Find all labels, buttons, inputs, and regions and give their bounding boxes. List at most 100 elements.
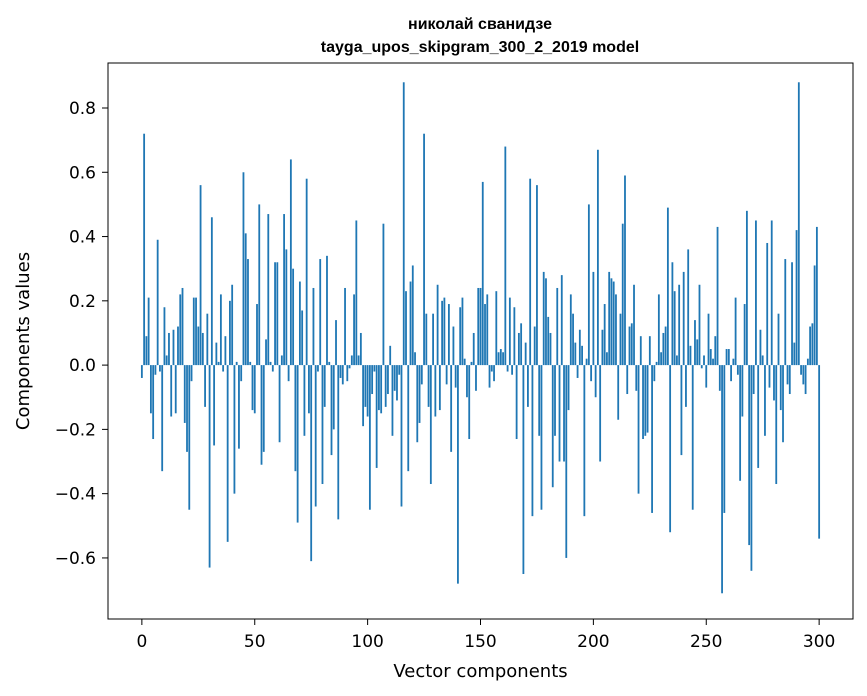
bar bbox=[698, 284, 701, 366]
bar bbox=[628, 326, 631, 366]
bar bbox=[700, 365, 703, 369]
bar bbox=[432, 313, 434, 366]
bar bbox=[818, 365, 821, 539]
bar bbox=[529, 178, 532, 366]
bar bbox=[420, 365, 423, 385]
bar bbox=[777, 313, 780, 366]
bar bbox=[653, 365, 656, 382]
bar bbox=[224, 336, 227, 366]
bar bbox=[657, 294, 660, 366]
bar bbox=[558, 365, 561, 462]
bar bbox=[258, 204, 261, 366]
bar bbox=[359, 332, 362, 366]
bar bbox=[366, 365, 369, 417]
bar bbox=[691, 365, 694, 510]
bar bbox=[405, 291, 407, 366]
bar bbox=[319, 259, 322, 366]
bar bbox=[470, 361, 473, 366]
bar bbox=[326, 255, 328, 366]
bar bbox=[145, 336, 148, 366]
bar bbox=[312, 287, 315, 366]
bar bbox=[536, 185, 538, 366]
bar bbox=[621, 223, 624, 366]
bar bbox=[721, 365, 723, 594]
bar bbox=[488, 365, 491, 388]
bar bbox=[407, 365, 410, 472]
bar bbox=[387, 365, 389, 395]
bar bbox=[170, 365, 173, 417]
x-tick-label: 300 bbox=[803, 632, 835, 652]
bar bbox=[368, 365, 371, 510]
bar bbox=[764, 365, 766, 436]
y-tick-label: −0.4 bbox=[55, 485, 96, 505]
bar bbox=[195, 297, 197, 366]
y-tick-label: 0.4 bbox=[69, 228, 96, 248]
bar bbox=[396, 365, 398, 401]
bar bbox=[601, 329, 604, 366]
bar bbox=[416, 365, 419, 443]
bar bbox=[271, 365, 274, 372]
bar bbox=[292, 268, 295, 366]
bar bbox=[791, 262, 793, 366]
bar bbox=[244, 233, 247, 366]
bar bbox=[565, 365, 568, 558]
bar bbox=[502, 352, 504, 366]
bar bbox=[549, 332, 552, 366]
bar bbox=[508, 297, 511, 366]
bar bbox=[527, 365, 529, 407]
bar bbox=[651, 365, 653, 513]
bar bbox=[786, 365, 789, 385]
bar bbox=[531, 365, 534, 517]
bar bbox=[594, 365, 597, 398]
bar bbox=[477, 287, 480, 366]
bar bbox=[612, 281, 615, 366]
bar bbox=[267, 214, 270, 366]
bar bbox=[520, 323, 523, 366]
bar bbox=[226, 365, 229, 542]
bar bbox=[545, 278, 547, 366]
bar bbox=[524, 342, 527, 366]
bar bbox=[398, 365, 401, 375]
bar bbox=[768, 365, 771, 388]
bar bbox=[278, 365, 281, 443]
bar bbox=[378, 365, 380, 411]
bar bbox=[676, 355, 678, 366]
bar bbox=[168, 332, 170, 366]
bar bbox=[660, 352, 663, 366]
bar bbox=[806, 358, 809, 366]
bar bbox=[723, 365, 726, 513]
bar bbox=[547, 316, 550, 366]
bar bbox=[229, 300, 231, 366]
bar bbox=[755, 220, 757, 366]
x-tick-label: 100 bbox=[351, 632, 383, 652]
bar bbox=[328, 361, 331, 366]
bar bbox=[563, 365, 565, 462]
bar bbox=[734, 297, 737, 366]
bar bbox=[140, 365, 143, 378]
bar bbox=[712, 358, 714, 366]
bar bbox=[269, 361, 272, 366]
bar bbox=[373, 365, 376, 372]
bar bbox=[533, 326, 536, 366]
bar bbox=[418, 365, 421, 423]
bar bbox=[486, 294, 489, 366]
bar bbox=[233, 365, 236, 494]
bar bbox=[745, 210, 748, 366]
bar bbox=[499, 349, 502, 366]
bar bbox=[599, 365, 602, 462]
bar bbox=[172, 329, 175, 366]
bar bbox=[804, 365, 807, 395]
chart-title-line-1: николай сванидзе bbox=[408, 16, 552, 33]
bar bbox=[402, 82, 405, 366]
bar bbox=[694, 320, 696, 366]
bar bbox=[143, 133, 146, 366]
bar bbox=[775, 365, 778, 485]
y-tick-label: 0.8 bbox=[69, 99, 96, 119]
bar bbox=[443, 297, 446, 366]
bar bbox=[587, 204, 590, 366]
bar bbox=[174, 365, 177, 414]
y-tick-label: −0.6 bbox=[55, 549, 96, 569]
bar bbox=[296, 365, 299, 523]
bar bbox=[542, 271, 545, 366]
